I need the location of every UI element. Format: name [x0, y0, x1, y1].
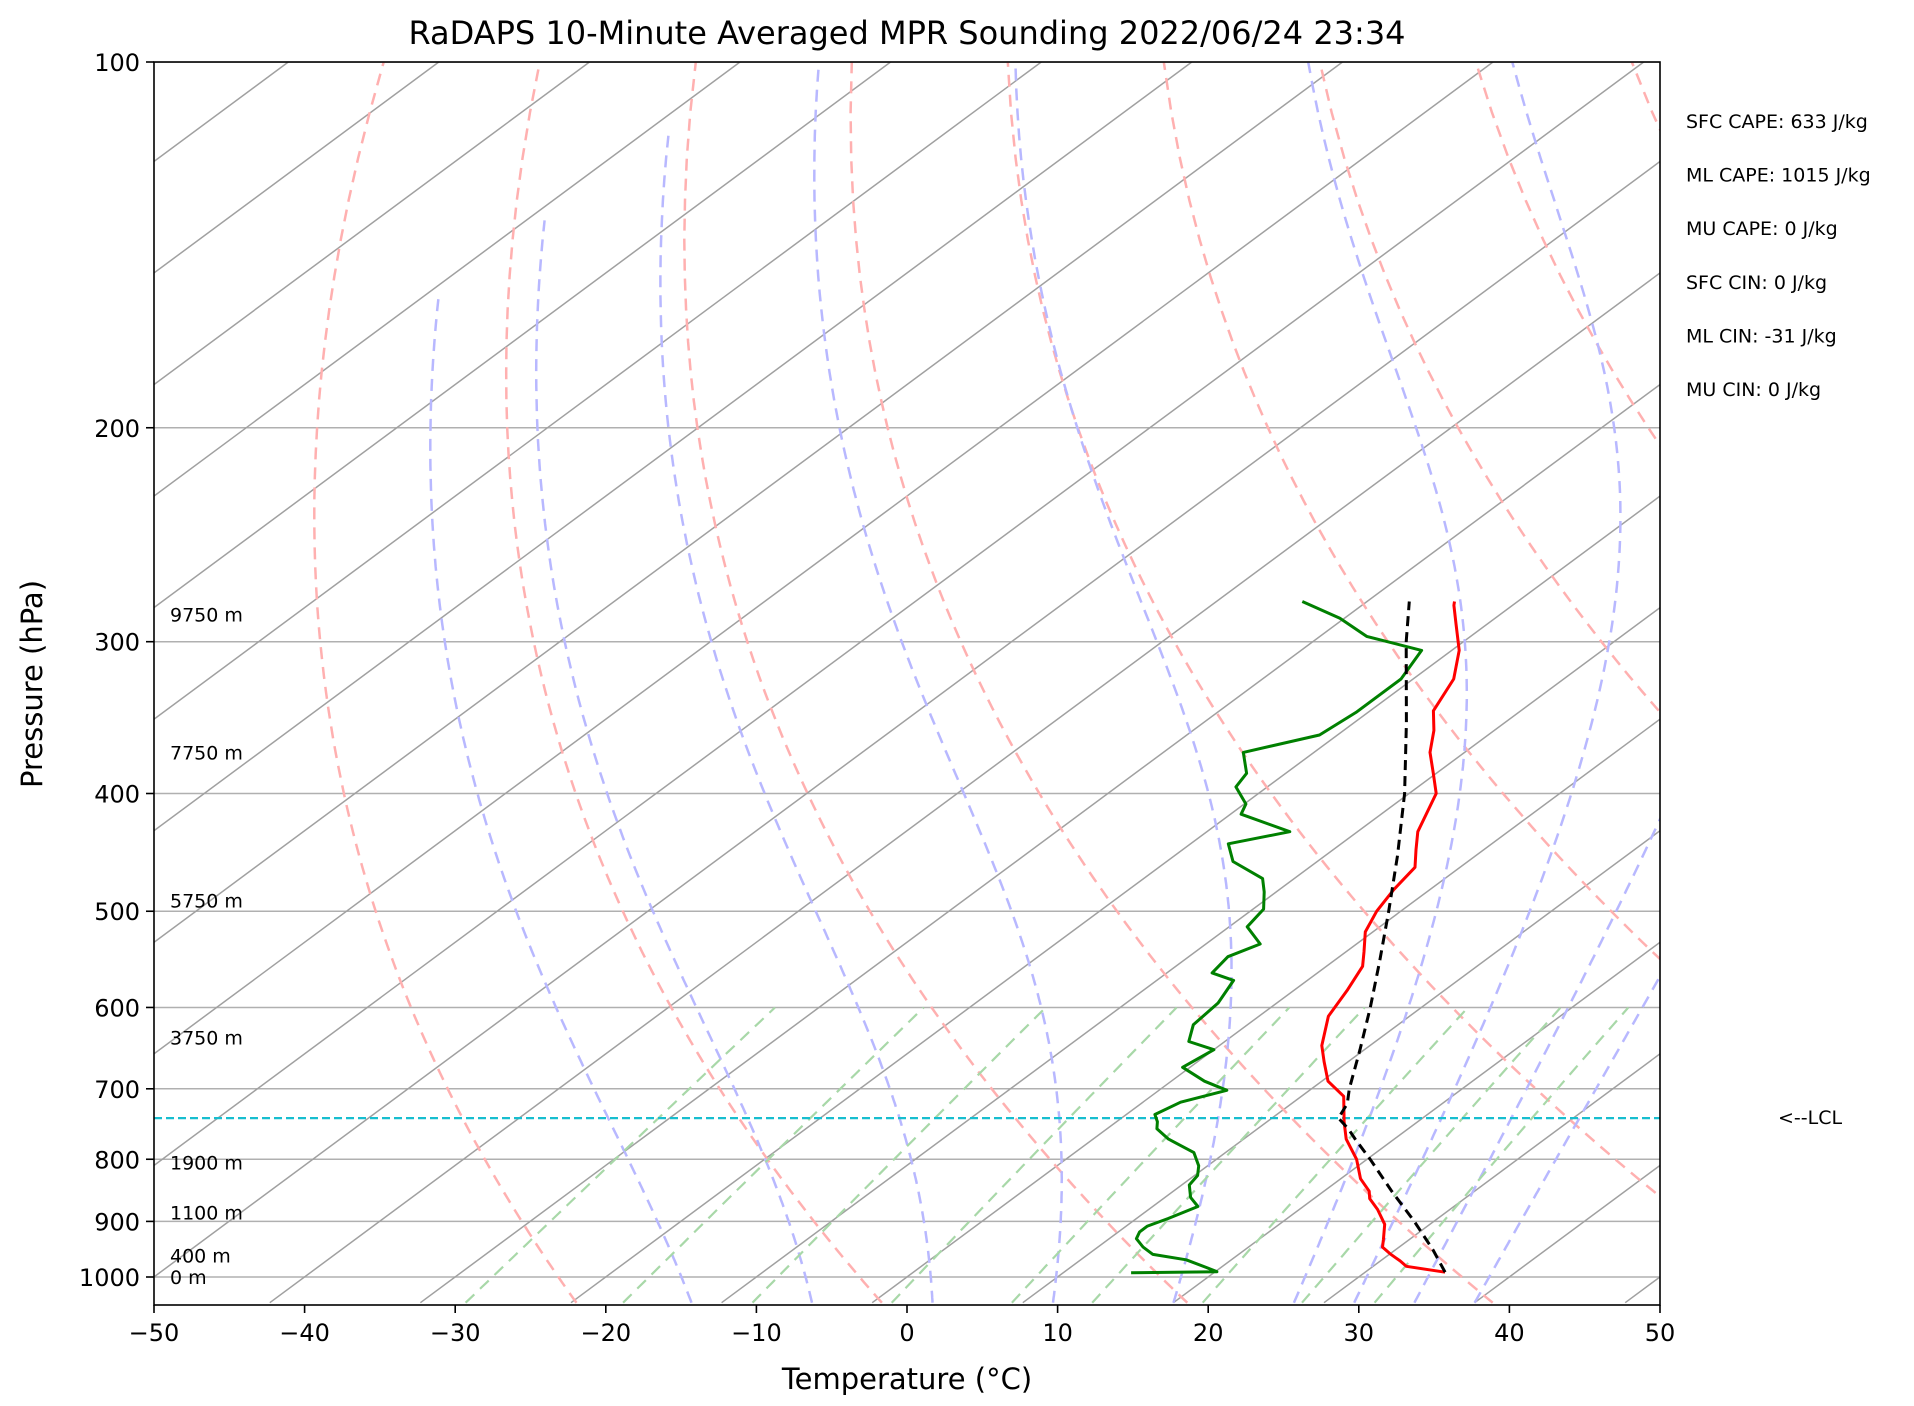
mixing-ratio-line: [1301, 1006, 1562, 1304]
dry-adiabat: [504, 62, 883, 1304]
dry-adiabat: [683, 62, 1189, 1304]
mixing-ratio-line: [622, 1006, 925, 1304]
dry-adiabat: [849, 62, 1494, 1304]
height-label: 400 m: [170, 1245, 231, 1267]
x-tick-label: 40: [1494, 1319, 1525, 1347]
mixing-ratio-line: [751, 1006, 1047, 1304]
isotherm-30: [1323, 1052, 1660, 1304]
stability-index: ML CAPE: 1015 J/kg: [1686, 165, 1871, 187]
dewpoint-profile: [1131, 600, 1424, 1275]
mixing-ratio-line: [1201, 1006, 1469, 1304]
dry-adiabat: [1474, 62, 1660, 448]
isotherm-grid: [154, 62, 1660, 1304]
height-label: 7750 m: [170, 742, 243, 764]
y-tick-label: 900: [94, 1208, 140, 1236]
dry-adiabat: [1630, 62, 1660, 133]
y-tick-label: 400: [94, 781, 140, 809]
x-tick-label: 30: [1344, 1319, 1375, 1347]
height-label: 0 m: [170, 1267, 207, 1289]
y-axis-label: Pressure (hPa): [15, 580, 49, 788]
moist-adiabat: [659, 135, 934, 1303]
isotherm-0: [871, 718, 1660, 1304]
isotherm--110: [154, 62, 892, 609]
x-axis-ticks: −50 −40 −30 −20 −10 0 10 20 30 40 50: [129, 1305, 1676, 1347]
moist-adiabat: [429, 293, 693, 1304]
y-tick-label: 300: [94, 629, 140, 657]
y-tick-label: 700: [94, 1076, 140, 1104]
mixing-ratio-lines: [464, 1006, 1630, 1304]
x-tick-label: 0: [899, 1319, 914, 1347]
dry-adiabat: [313, 62, 578, 1304]
y-tick-label: 1000: [79, 1264, 140, 1292]
isotherm-50: [1624, 1275, 1660, 1304]
height-label: 1100 m: [170, 1203, 243, 1225]
x-tick-label: 50: [1645, 1319, 1676, 1347]
mixing-ratio-line: [890, 1006, 1178, 1304]
parcel-profile: [1336, 601, 1447, 1273]
plot-frame: [153, 61, 1661, 1306]
isotherm--60: [154, 62, 1645, 1167]
moist-adiabat: [1473, 973, 1660, 1304]
isotherm--50: [154, 160, 1660, 1278]
height-label: 1900 m: [170, 1153, 243, 1175]
stability-index: ML CIN: -31 J/kg: [1686, 325, 1837, 347]
mixing-ratio-line: [1373, 1006, 1630, 1304]
isotherm--10: [721, 606, 1660, 1304]
x-tick-label: −10: [731, 1319, 782, 1347]
x-axis-label: Temperature (°C): [781, 1362, 1032, 1396]
moist-adiabats: [429, 62, 1660, 1304]
y-tick-label: 600: [94, 994, 140, 1022]
stability-index: MU CAPE: 0 J/kg: [1686, 218, 1838, 240]
height-label: 9750 m: [170, 605, 243, 627]
moist-adiabat: [813, 62, 1064, 1303]
y-axis-ticks: 1000 900 800 700 600 500 400 300 200 100: [79, 49, 154, 1292]
moist-adiabat: [534, 220, 814, 1303]
isotherm--40: [269, 272, 1660, 1304]
profile-lines: [1131, 600, 1461, 1275]
isotherm--140: [154, 62, 440, 274]
x-tick-label: −30: [430, 1319, 481, 1347]
stability-index: MU CIN: 0 J/kg: [1686, 379, 1821, 401]
isotherm-10: [1022, 829, 1660, 1304]
isotherm--120: [154, 62, 741, 497]
height-label: 5750 m: [170, 891, 243, 913]
height-label: 3750 m: [170, 1027, 243, 1049]
isotherm--100: [154, 62, 1042, 721]
stability-indices: SFC CAPE: 633 J/kg ML CAPE: 1015 J/kg MU C…: [1686, 111, 1871, 401]
stability-index: SFC CAPE: 633 J/kg: [1686, 111, 1868, 133]
mixing-ratio-line: [1011, 1006, 1291, 1304]
isotherm--30: [419, 383, 1660, 1304]
isotherm-40: [1474, 1164, 1660, 1304]
stability-index: SFC CIN: 0 J/kg: [1686, 272, 1827, 294]
isotherm--90: [154, 62, 1193, 832]
background-lines: [154, 62, 1660, 1304]
dry-adiabat: [1318, 62, 1660, 715]
x-tick-label: 20: [1193, 1319, 1224, 1347]
temperature-profile: [1320, 601, 1461, 1274]
x-tick-label: −50: [129, 1319, 180, 1347]
isobar-grid: [154, 62, 1660, 1278]
y-tick-label: 500: [94, 898, 140, 926]
moist-adiabat: [1413, 816, 1660, 1304]
mixing-ratio-line: [464, 1006, 776, 1304]
isotherm--80: [154, 62, 1343, 944]
chart-title: RaDAPS 10-Minute Averaged MPR Sounding 2…: [408, 14, 1405, 52]
x-tick-label: 10: [1042, 1319, 1073, 1347]
dry-adiabats: [313, 62, 1660, 1304]
y-tick-label: 800: [94, 1146, 140, 1174]
dry-adiabat: [1006, 62, 1660, 1199]
x-tick-label: −40: [279, 1319, 330, 1347]
isotherm--130: [154, 62, 590, 386]
moist-adiabat: [1353, 62, 1622, 1304]
moist-adiabat: [1292, 62, 1469, 1304]
isotherm--70: [154, 62, 1494, 1055]
lcl-label: <--LCL: [1778, 1107, 1842, 1129]
y-tick-label: 200: [94, 415, 140, 443]
y-tick-label: 100: [94, 49, 140, 77]
isotherm--20: [570, 495, 1660, 1304]
x-tick-label: −20: [580, 1319, 631, 1347]
